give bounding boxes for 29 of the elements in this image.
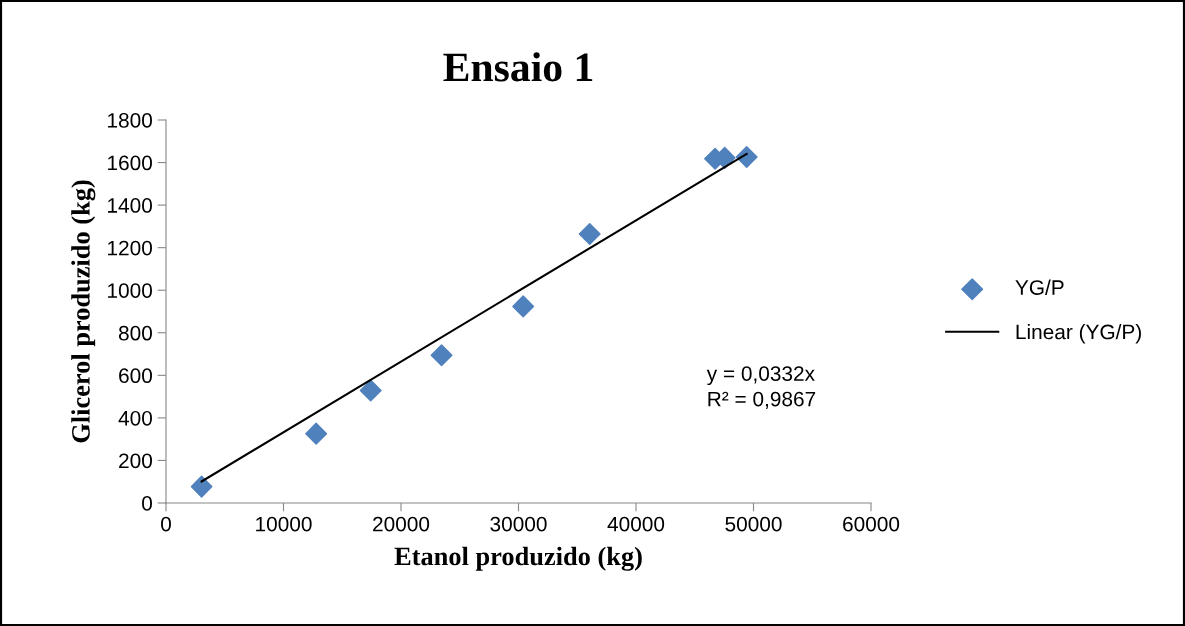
y-tick-label: 1200 bbox=[108, 240, 152, 256]
chart-title: Ensaio 1 bbox=[443, 52, 593, 82]
x-tick-label: 30000 bbox=[490, 516, 547, 532]
y-tick-label: 800 bbox=[118, 325, 152, 341]
legend-label: YG/P bbox=[1015, 279, 1064, 295]
point bbox=[578, 223, 601, 246]
y-tick-label: 400 bbox=[118, 410, 152, 426]
y-tick-label: 1800 bbox=[108, 113, 152, 128]
y-axis-title: Glicerol produzido (kg) bbox=[71, 180, 96, 443]
point bbox=[512, 295, 535, 318]
y-tick-label: 0 bbox=[142, 496, 152, 511]
y-tick-label: 200 bbox=[119, 453, 152, 469]
y-tick-label: 1400 bbox=[108, 198, 152, 213]
x-tick-label: 60000 bbox=[843, 516, 900, 532]
y-tick-label: 600 bbox=[119, 368, 152, 384]
x-tick-label: 40000 bbox=[607, 516, 665, 532]
point bbox=[359, 379, 382, 402]
point bbox=[190, 475, 213, 498]
x-axis-title: Etanol produzido (kg) bbox=[394, 546, 642, 571]
point bbox=[305, 422, 328, 445]
y-tick-label: 1600 bbox=[108, 155, 152, 171]
x-tick-label: 10000 bbox=[256, 516, 312, 532]
x-tick-label: 0 bbox=[161, 516, 171, 532]
point bbox=[430, 344, 453, 367]
x-tick-label: 50000 bbox=[725, 516, 782, 532]
annotation: y = 0,0332x R² = 0,9867 bbox=[706, 366, 816, 409]
y-tick-label: 1000 bbox=[108, 283, 152, 298]
legend-label: Linear (YG/P) bbox=[1016, 324, 1141, 344]
x-tick-label: 20000 bbox=[373, 516, 430, 532]
